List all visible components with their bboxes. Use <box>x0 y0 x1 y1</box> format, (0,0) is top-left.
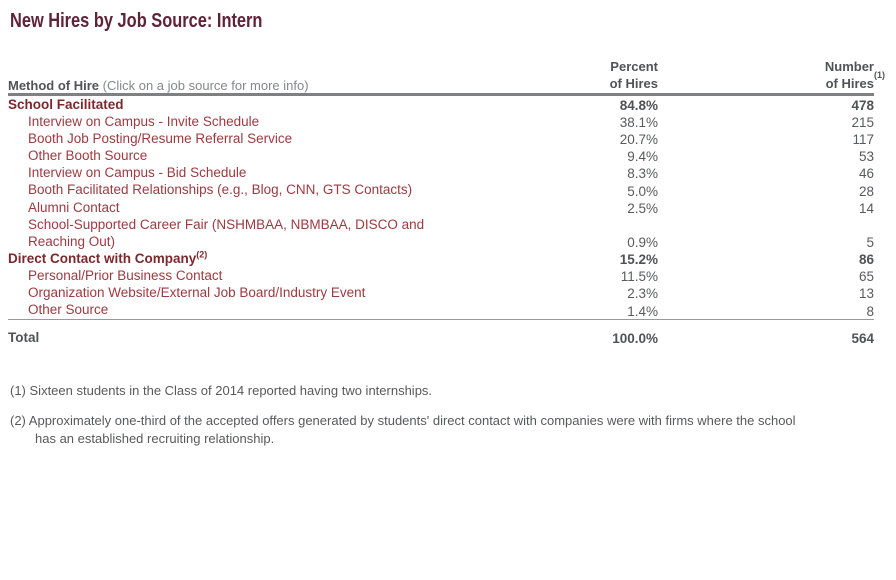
table-row: Booth Facilitated Relationships (e.g., B… <box>8 181 874 198</box>
percent-of-hires-value: 15.2% <box>619 252 658 268</box>
category-label: School Facilitated <box>8 96 124 112</box>
job-source-link[interactable]: Booth Facilitated Relationships (e.g., B… <box>28 182 413 198</box>
method-of-hire-label: Method of Hire <box>8 77 99 93</box>
number-of-hires-value: 564 <box>658 318 874 355</box>
number-of-hires-value: 65 <box>858 269 874 285</box>
percent-of-hires-value: 38.1% <box>619 115 658 131</box>
footnotes-section: (1) Sixteen students in the Class of 201… <box>10 382 820 448</box>
footnote-2: (2) Approximately one-third of the accep… <box>10 413 796 446</box>
number-of-hires-value: 46 <box>858 166 874 182</box>
job-source-link[interactable]: Organization Website/External Job Board/… <box>28 285 366 301</box>
job-source-link[interactable]: Interview on Campus - Bid Schedule <box>28 165 247 181</box>
click-hint-text: (Click on a job source for more info) <box>102 77 309 93</box>
percent-of-hires-value: 20.7% <box>619 132 658 148</box>
job-source-link[interactable]: Other Booth Source <box>28 148 148 164</box>
percent-of-hires-value: 9.4% <box>627 149 658 165</box>
column-header-number: Number of Hires (1) <box>658 59 885 96</box>
total-label: Total <box>8 329 40 345</box>
job-source-link[interactable]: Other Source <box>28 302 109 318</box>
number-of-hires-value: 28 <box>858 183 874 199</box>
number-of-hires-value: 86 <box>858 252 874 268</box>
job-source-link[interactable]: School-Supported Career Fair (NSHMBAA, N… <box>28 216 425 249</box>
footnote-1-reference: (1) <box>874 69 885 80</box>
column-header-percent: Percent of Hires <box>456 59 658 96</box>
percent-of-hires-value: 8.3% <box>627 166 658 182</box>
table-row: Other Source 1.4% 8 <box>8 301 874 319</box>
job-source-link[interactable]: Booth Job Posting/Resume Referral Servic… <box>28 131 293 147</box>
number-of-hires-value: 8 <box>866 303 874 319</box>
column-header-method: Method of Hire (Click on a job source fo… <box>8 59 456 96</box>
number-of-hires-value: 13 <box>858 286 874 302</box>
percent-of-hires-value: 2.3% <box>627 286 658 302</box>
table-row: Direct Contact with Company(2) 15.2% 86 <box>8 250 874 267</box>
table-row: Personal/Prior Business Contact 11.5% 65 <box>8 267 874 284</box>
table-row: Interview on Campus - Invite Schedule 38.… <box>8 113 874 130</box>
number-of-hires-value: 5 <box>866 235 874 251</box>
number-of-hires-value: 215 <box>851 115 874 131</box>
table-row: School Facilitated 84.8% 478 <box>8 94 874 113</box>
footnote-1: (1) Sixteen students in the Class of 201… <box>10 382 433 398</box>
table-row: Interview on Campus - Bid Schedule 8.3% 46 <box>8 164 874 181</box>
percent-of-hires-value: 1.4% <box>627 303 658 319</box>
number-of-hires-value: 117 <box>852 132 874 148</box>
category-label: Direct Contact with Company <box>8 251 197 267</box>
job-source-link[interactable]: Personal/Prior Business Contact <box>28 268 223 284</box>
percent-of-hires-value: 0.9% <box>627 235 658 251</box>
footnote-2-reference: (2) <box>196 249 208 260</box>
percent-of-hires-value: 5.0% <box>627 183 658 199</box>
number-of-hires-value: 14 <box>858 200 874 216</box>
percent-of-hires-value: 11.5% <box>620 269 658 285</box>
page-title: New Hires by Job Source: Intern <box>10 10 263 32</box>
percent-of-hires-value: 100.0% <box>456 318 658 355</box>
percent-of-hires-value: 2.5% <box>627 200 658 216</box>
table-row: Booth Job Posting/Resume Referral Servic… <box>8 130 874 147</box>
job-source-link[interactable]: Alumni Contact <box>28 199 120 215</box>
number-of-hires-value: 478 <box>851 97 874 113</box>
table-row: School-Supported Career Fair (NSHMBAA, N… <box>8 216 874 250</box>
table-row: Total 100.0% 564 <box>8 318 874 355</box>
table-row: Other Booth Source 9.4% 53 <box>8 147 874 164</box>
table-row: Organization Website/External Job Board/… <box>8 284 874 301</box>
table-header-row: Method of Hire (Click on a job source fo… <box>8 59 885 96</box>
job-source-link[interactable]: Interview on Campus - Invite Schedule <box>28 113 260 129</box>
number-of-hires-value: 53 <box>858 149 874 165</box>
new-hires-table: Method of Hire (Click on a job source fo… <box>8 59 885 355</box>
percent-of-hires-value: 84.8% <box>619 97 658 113</box>
table-row: Alumni Contact 2.5% 14 <box>8 199 874 216</box>
